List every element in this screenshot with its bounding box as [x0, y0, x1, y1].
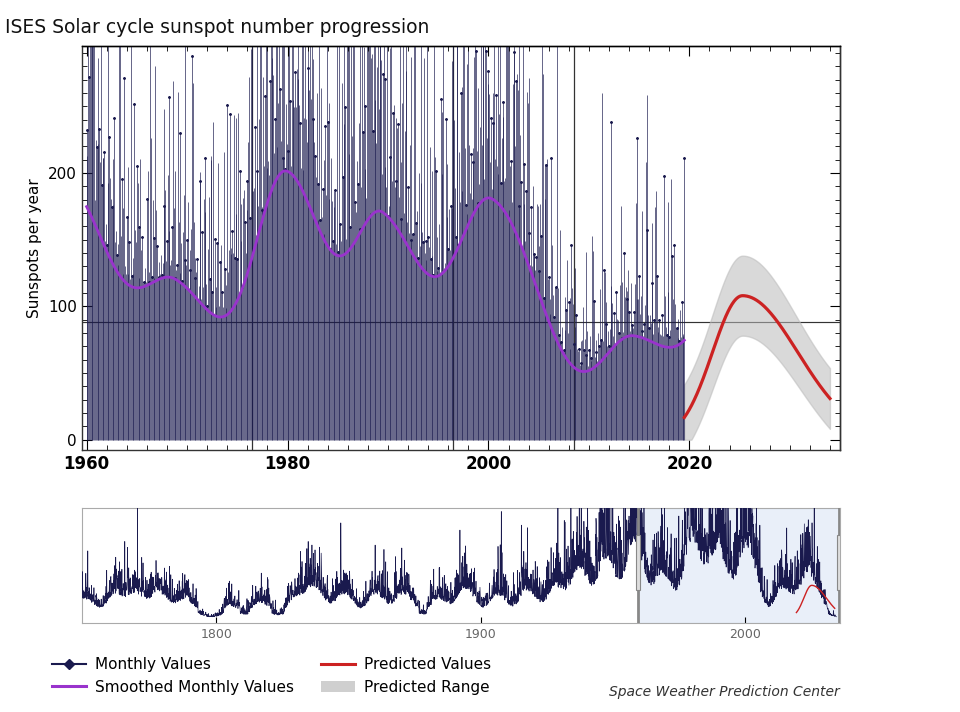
Bar: [836, 535, 841, 590]
Text: ISES Solar cycle sunspot number progression: ISES Solar cycle sunspot number progress…: [5, 18, 429, 37]
Y-axis label: Sunspots per year: Sunspots per year: [27, 179, 42, 318]
Legend: Monthly Values, Smoothed Monthly Values, Predicted Values, Predicted Range: Monthly Values, Smoothed Monthly Values,…: [46, 651, 497, 701]
Text: Space Weather Prediction Center: Space Weather Prediction Center: [610, 685, 840, 699]
Bar: [636, 535, 640, 590]
Bar: [637, 508, 839, 623]
